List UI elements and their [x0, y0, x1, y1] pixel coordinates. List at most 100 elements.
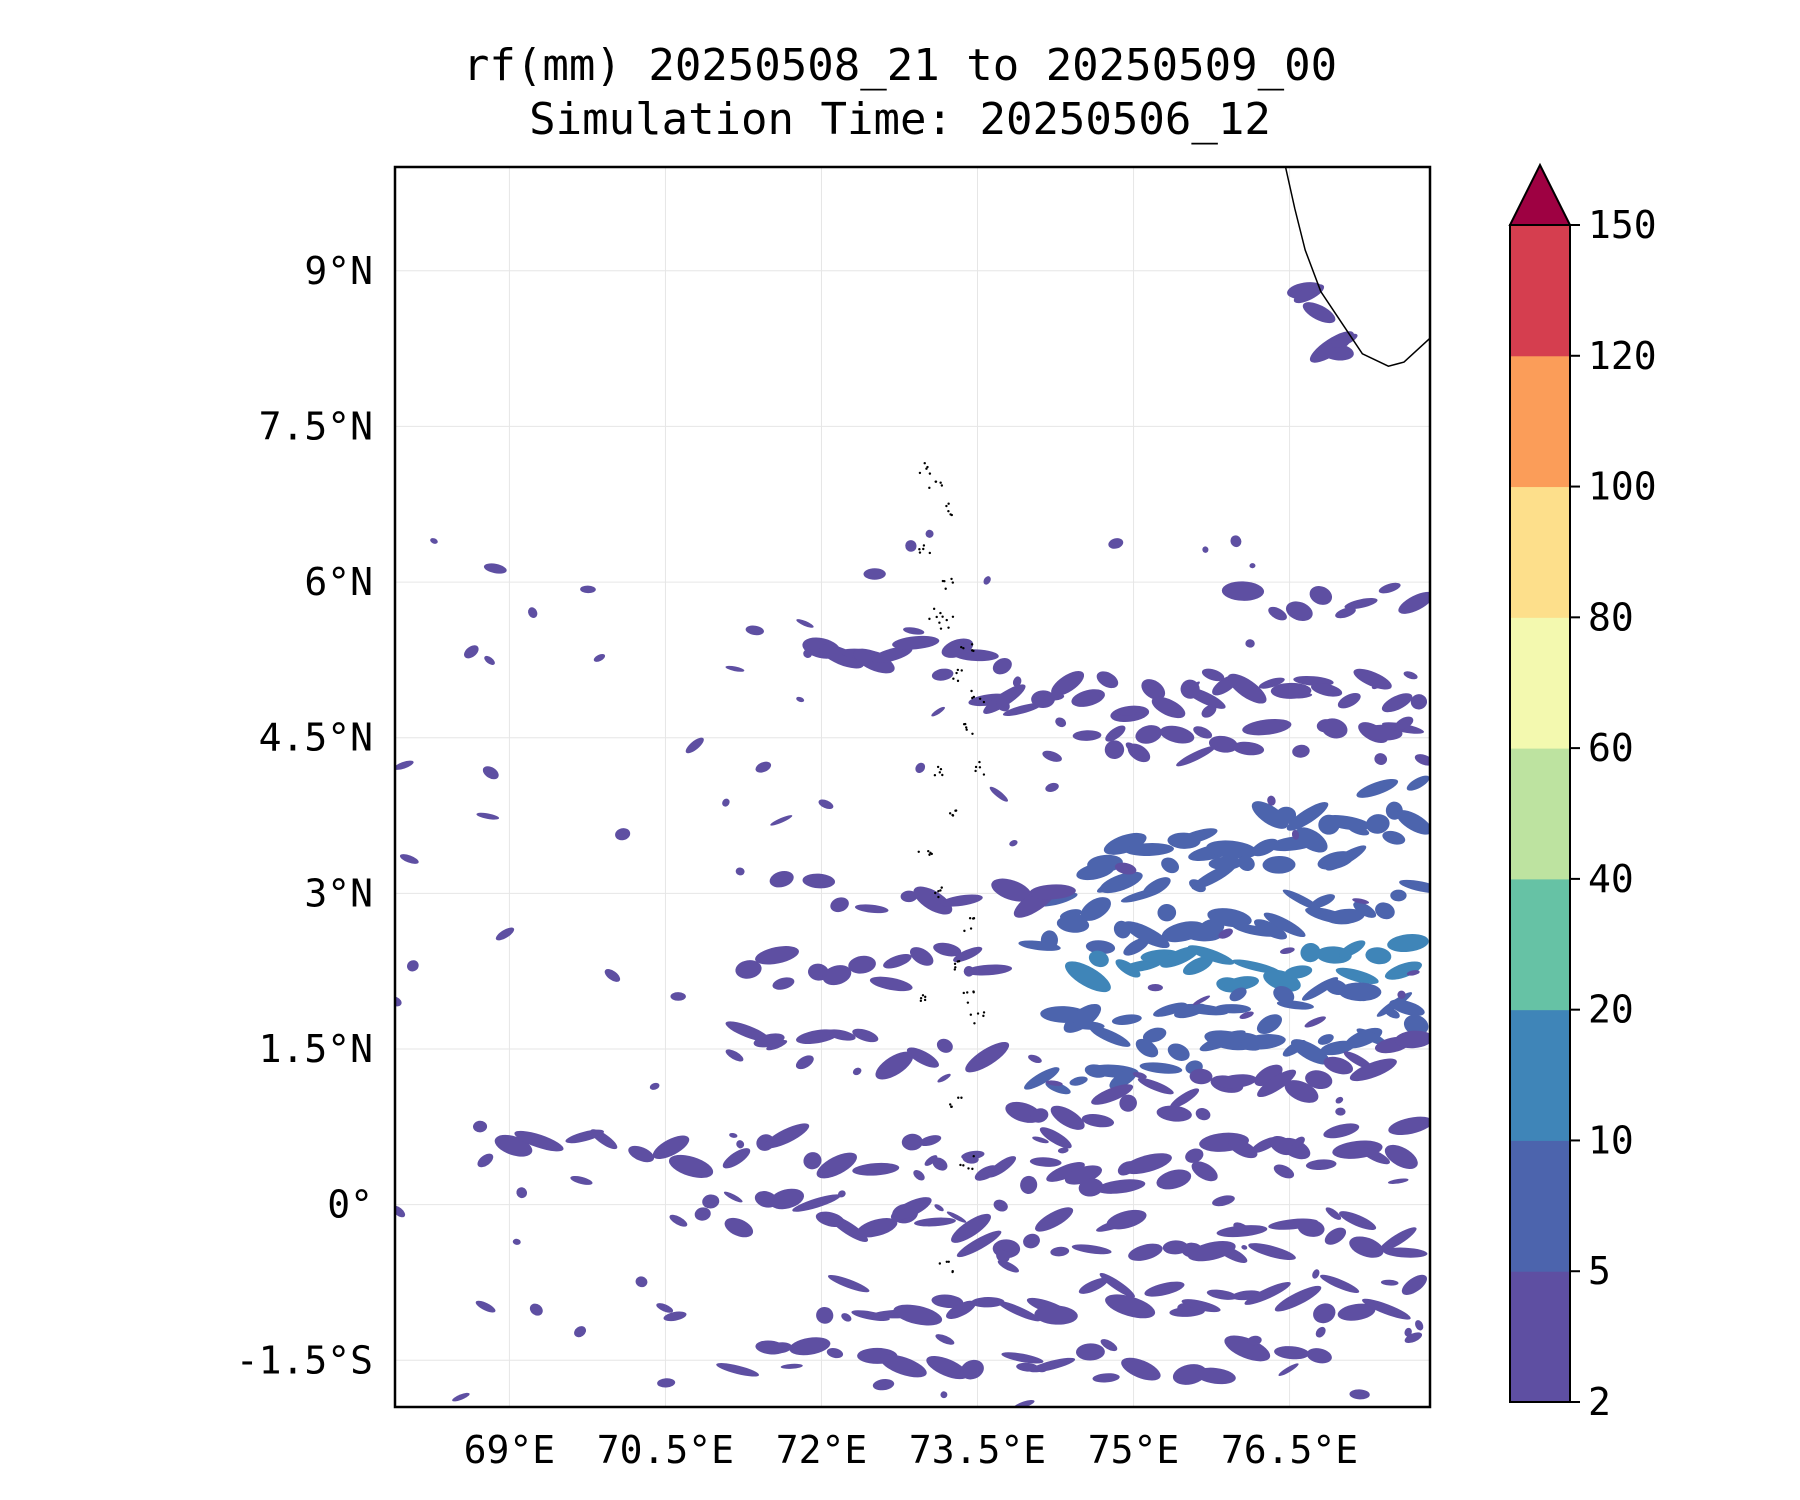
rain-cell — [1349, 1058, 1397, 1082]
atoll-outline — [928, 472, 932, 475]
rain-cell — [1116, 708, 1137, 716]
rain-cell — [1193, 726, 1213, 739]
rain-cell — [722, 798, 730, 807]
atoll-outline — [918, 551, 922, 554]
rain-cell — [1050, 1105, 1085, 1130]
rain-cell — [905, 540, 917, 552]
atoll-outline — [978, 697, 982, 701]
atoll-outline — [919, 996, 923, 1000]
rain-cell — [852, 1028, 879, 1043]
rain-cell — [483, 563, 507, 574]
rain-cell — [1404, 1327, 1412, 1337]
atoll-outline — [970, 643, 974, 646]
rain-cell — [1410, 694, 1428, 710]
rain-cell — [1042, 750, 1062, 762]
rain-cell — [745, 625, 764, 636]
rain-cell — [1224, 1335, 1271, 1362]
rain-cell — [1337, 1303, 1376, 1321]
rain-cell — [851, 1310, 890, 1321]
rain-cell — [1306, 1348, 1332, 1364]
rain-cell — [716, 1363, 760, 1377]
atoll-outline — [963, 929, 966, 933]
rain-cell — [1032, 1136, 1049, 1144]
atoll-outline — [951, 581, 955, 584]
rain-cell — [516, 1187, 528, 1199]
rain-cell — [1012, 676, 1022, 688]
rain-cell — [1108, 538, 1124, 549]
rain-cell — [1096, 671, 1119, 689]
rain-cell — [1189, 1068, 1213, 1085]
atoll-outline — [938, 1262, 942, 1265]
rain-cell — [1035, 1207, 1074, 1232]
rain-cell — [1080, 897, 1111, 921]
rain-cell — [837, 1190, 846, 1198]
rain-cell — [484, 655, 495, 665]
rain-cell — [946, 1300, 976, 1319]
lat-tick-label: -1.5°S — [236, 1338, 373, 1382]
rain-cell — [818, 799, 834, 810]
atoll-outline — [919, 999, 923, 1003]
rain-cell — [1323, 1123, 1360, 1139]
atoll-outline — [950, 1105, 953, 1109]
rain-cell — [1206, 840, 1258, 859]
rain-cell — [1344, 598, 1378, 610]
rain-cell — [909, 947, 934, 966]
rain-cell — [1207, 908, 1252, 928]
rain-cell — [1305, 1070, 1333, 1090]
rain-cell — [1125, 742, 1144, 758]
atoll-outline — [950, 513, 954, 517]
rain-cell — [736, 1140, 745, 1149]
colorbar-tick-label: 10 — [1588, 1118, 1634, 1162]
rain-cell — [1157, 903, 1177, 922]
coastline — [917, 167, 1430, 1274]
rain-cell — [1280, 947, 1295, 955]
lat-tick-label: 0° — [327, 1183, 373, 1227]
rain-cell — [1273, 1164, 1295, 1179]
rain-cell — [1135, 725, 1162, 744]
rain-cell — [1404, 1332, 1423, 1344]
rain-cell — [1106, 1209, 1147, 1230]
rain-cell — [1284, 965, 1313, 979]
rain-cell — [890, 1197, 932, 1221]
atoll-outline — [974, 765, 978, 769]
rain-cell — [1292, 744, 1310, 758]
rain-cell — [1096, 1179, 1146, 1194]
rain-cell — [997, 1300, 1041, 1322]
atoll-outline — [924, 995, 927, 999]
colorbar-segment — [1510, 878, 1570, 1011]
rain-cell — [1212, 1195, 1235, 1207]
rain-cell — [1009, 840, 1018, 847]
lon-tick-label: 72°E — [776, 1428, 868, 1472]
rain-cell — [1382, 830, 1406, 845]
atoll-outline — [949, 1103, 952, 1106]
rain-cell — [1045, 1080, 1063, 1086]
rain-cell — [822, 965, 852, 986]
rain-cell — [863, 568, 886, 580]
atoll-outline — [928, 617, 931, 621]
atoll-outline — [956, 668, 960, 672]
rain-cell — [852, 1067, 862, 1076]
rain-cell — [649, 1082, 660, 1090]
rain-cell — [803, 649, 813, 658]
rain-cell — [841, 1313, 852, 1322]
lat-tick-label: 1.5°N — [259, 1027, 373, 1071]
rain-cell — [1029, 884, 1076, 900]
lat-tick-label: 9°N — [304, 249, 373, 293]
rain-cell — [1335, 607, 1356, 619]
rain-cell — [883, 954, 912, 969]
rain-cell — [1161, 857, 1180, 874]
map-panel: 69°E 70.5°E 72°E 73.5°E 75°E 76.5°E 9°N 7.5°N 6… — [236, 165, 1432, 1472]
atoll-outline — [957, 1096, 960, 1099]
rain-cell — [1403, 671, 1418, 680]
rain-cell — [792, 1194, 841, 1212]
rain-cell — [1339, 1211, 1377, 1230]
rain-cell — [1169, 1088, 1200, 1109]
rain-cell — [789, 1337, 831, 1356]
atoll-outline — [939, 611, 942, 615]
atoll-outline — [978, 760, 981, 764]
atoll-outline — [934, 891, 937, 895]
rain-cell — [1263, 912, 1306, 938]
atoll-outline — [959, 1163, 962, 1167]
rain-cell — [1395, 716, 1414, 730]
